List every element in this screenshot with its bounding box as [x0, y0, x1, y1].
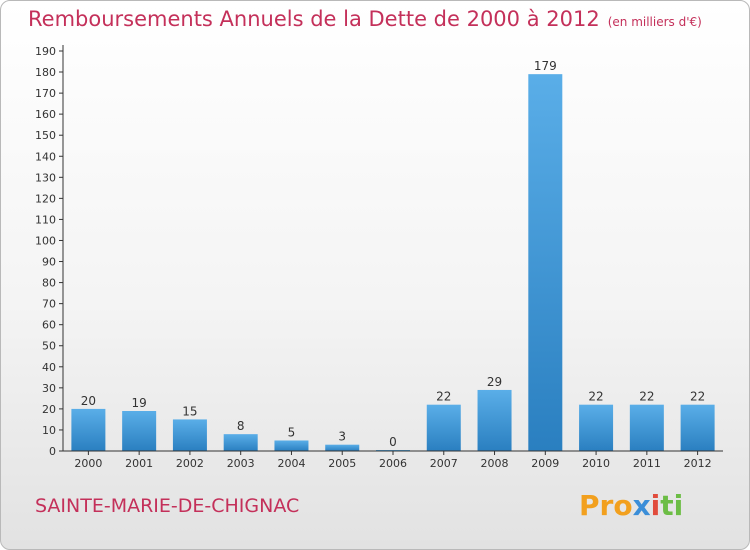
x-tick-label-2010: 2010 [582, 457, 610, 470]
y-tick-label: 110 [35, 213, 56, 226]
bar-2009 [528, 74, 563, 451]
y-tick-label: 120 [35, 192, 56, 205]
y-tick-label: 60 [42, 319, 56, 332]
x-tick-label-2008: 2008 [481, 457, 509, 470]
data-label-2007: 22 [436, 390, 451, 404]
y-tick-label: 70 [42, 298, 56, 311]
data-label-2004: 5 [288, 425, 296, 439]
y-tick-label: 80 [42, 277, 56, 290]
x-tick-label-2003: 2003 [227, 457, 255, 470]
logo-part-4: ti [660, 489, 684, 522]
y-tick-label: 0 [49, 445, 56, 458]
bar-2011 [629, 404, 664, 451]
y-tick-label: 170 [35, 87, 56, 100]
x-tick-label-2011: 2011 [633, 457, 661, 470]
logo-part-2: x [632, 489, 651, 522]
x-tick-label-2012: 2012 [684, 457, 712, 470]
y-tick-label: 90 [42, 256, 56, 269]
x-tick-label-2006: 2006 [379, 457, 407, 470]
data-label-2002: 15 [182, 404, 197, 418]
data-label-2005: 3 [338, 430, 346, 444]
data-label-2000: 20 [81, 394, 96, 408]
bar-2001 [122, 411, 157, 451]
bar-2002 [172, 419, 207, 451]
data-label-2012: 22 [690, 390, 705, 404]
bar-2004 [274, 440, 309, 451]
y-tick-label: 30 [42, 382, 56, 395]
data-label-2003: 8 [237, 419, 245, 433]
x-tick-label-2002: 2002 [176, 457, 204, 470]
bar-2000 [71, 408, 106, 451]
y-tick-label: 180 [35, 66, 56, 79]
x-tick-label-2009: 2009 [531, 457, 559, 470]
y-tick-label: 190 [35, 45, 56, 58]
proxiti-logo: Proxiti [579, 489, 683, 522]
bars: 20 19 15 8 5 3 0 22 29 179 22 22 22 [71, 59, 715, 451]
x-tick-label-2007: 2007 [430, 457, 458, 470]
bar-2003 [223, 434, 258, 451]
city-name: SAINTE-MARIE-DE-CHIGNAC [35, 495, 300, 517]
bar-2008 [477, 389, 512, 451]
logo-part-1: Pro [579, 489, 633, 522]
y-tick-label: 100 [35, 234, 56, 247]
x-tick-label-2000: 2000 [74, 457, 102, 470]
logo-part-3: i [650, 489, 661, 522]
data-label-2008: 29 [487, 375, 502, 389]
y-axis: 0 10 20 30 40 50 60 70 80 90 100 110 120 130 140 150 160… [35, 45, 64, 458]
chart-title: Remboursements Annuels de la Dette de 20… [28, 7, 702, 31]
data-label-2011: 22 [639, 390, 654, 404]
y-tick-label: 40 [42, 361, 56, 374]
x-tick-label-2005: 2005 [328, 457, 356, 470]
y-tick-label: 160 [35, 108, 56, 121]
y-tick-label: 50 [42, 340, 56, 353]
x-axis: 2000 2001 2002 2003 2004 2005 2006 2007 2008 2009… [63, 450, 723, 470]
unit-note: (en milliers d'€) [607, 15, 702, 29]
data-label-2010: 22 [588, 390, 603, 404]
data-label-2001: 19 [132, 396, 147, 410]
chart-title-text: Remboursements Annuels de la Dette de 20… [28, 7, 600, 31]
bar-2010 [579, 404, 614, 451]
data-label-2009: 179 [534, 59, 557, 73]
bar-2005 [325, 444, 360, 451]
bar-2012 [680, 404, 715, 451]
bar-2007 [426, 404, 461, 451]
y-tick-label: 20 [42, 403, 56, 416]
y-tick-label: 140 [35, 150, 56, 163]
y-tick-label: 150 [35, 129, 56, 142]
x-tick-label-2001: 2001 [125, 457, 153, 470]
data-label-2006: 0 [389, 435, 397, 449]
x-tick-label-2004: 2004 [277, 457, 305, 470]
y-tick-label: 130 [35, 171, 56, 184]
y-tick-label: 10 [42, 424, 56, 437]
